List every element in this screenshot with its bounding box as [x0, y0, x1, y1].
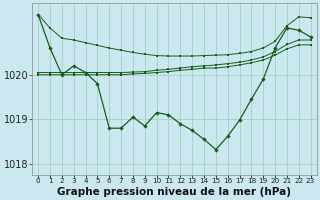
- X-axis label: Graphe pression niveau de la mer (hPa): Graphe pression niveau de la mer (hPa): [57, 187, 292, 197]
